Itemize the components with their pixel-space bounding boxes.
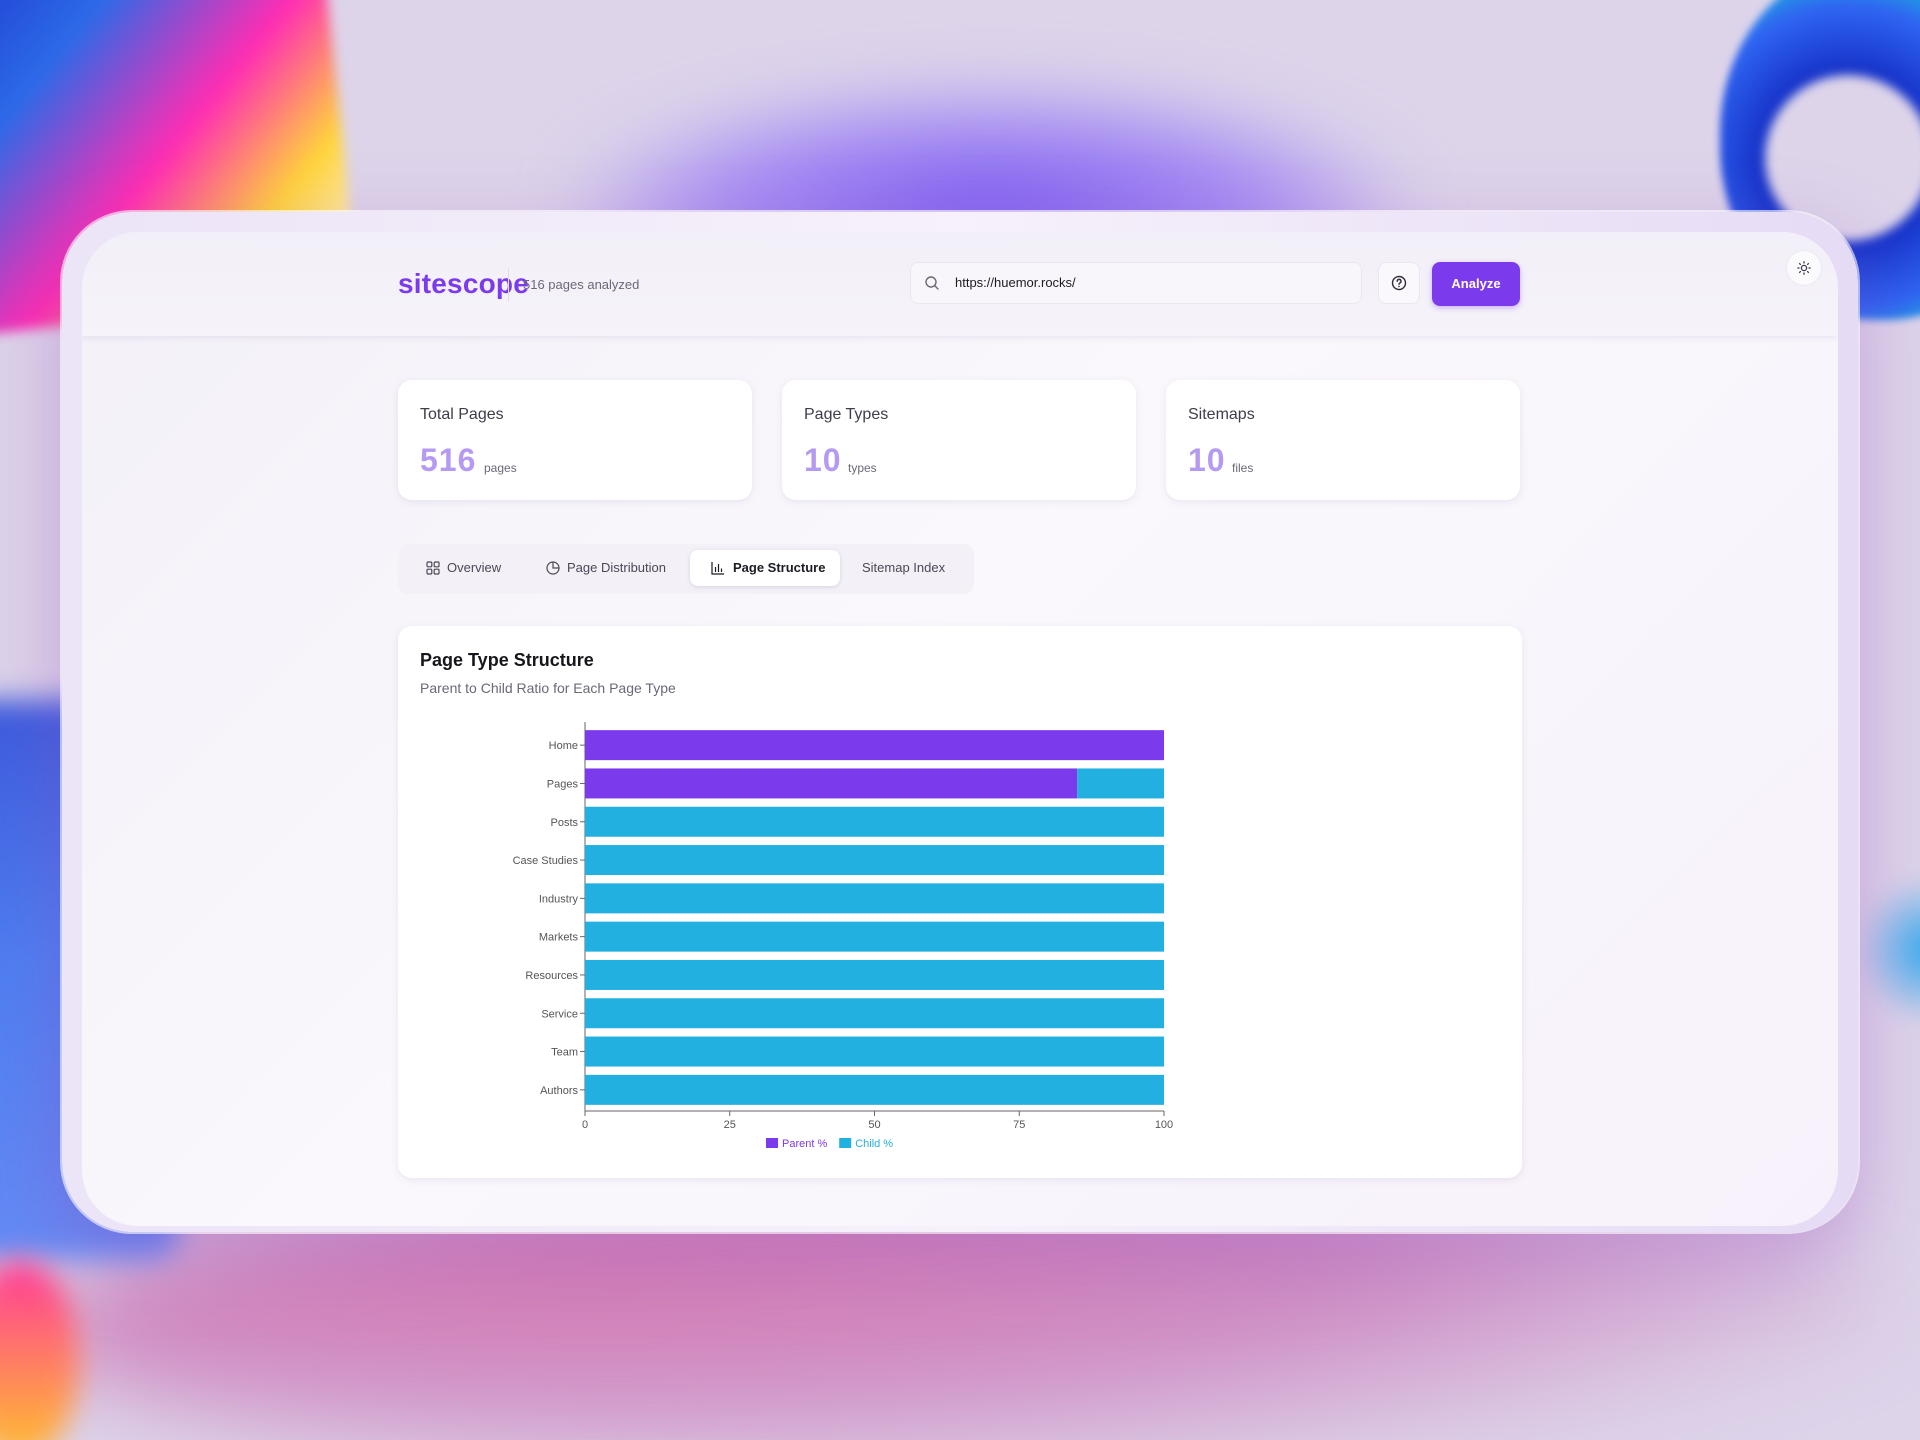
y-tick-label: Case Studies [513, 855, 579, 867]
y-tick-label: Pages [547, 778, 579, 790]
legend-label: Child % [855, 1138, 893, 1150]
bar-child-authors [585, 1074, 1164, 1105]
tab-label: Page Structure [733, 560, 826, 575]
tab-label: Sitemap Index [862, 560, 946, 575]
stat-card-page-types: Page Types 10 types [782, 380, 1136, 500]
stat-value: 516 [420, 442, 477, 478]
bar-parent-home [585, 730, 1164, 761]
tab-bar: Overview Page Distribution Page Structur… [398, 544, 974, 594]
url-search-field[interactable]: https://huemor.rocks/ [910, 262, 1362, 304]
help-circle-icon [1391, 275, 1407, 291]
y-tick-label: Authors [540, 1085, 578, 1097]
stat-unit: pages [484, 461, 517, 475]
chart-title: Page Type Structure [420, 650, 594, 670]
legend-label: Parent % [782, 1138, 827, 1150]
y-tick-label: Team [551, 1047, 578, 1059]
analyze-button[interactable]: Analyze [1432, 262, 1520, 306]
tab-label: Overview [447, 560, 502, 575]
chart-subtitle: Parent to Child Ratio for Each Page Type [420, 680, 676, 696]
stat-label: Total Pages [420, 406, 504, 423]
bar-child-posts [585, 806, 1164, 837]
stat-card-sitemaps: Sitemaps 10 files [1166, 380, 1520, 500]
x-tick-label: 50 [868, 1119, 880, 1131]
pie-chart-icon [546, 561, 560, 575]
grid-icon [426, 561, 440, 575]
decorative-shape [0, 1260, 80, 1440]
stat-label: Sitemaps [1188, 406, 1255, 423]
stacked-bar-chart: Home Pages Posts Case Studies Industry Market… [513, 722, 1173, 1150]
y-tick-label: Resources [525, 970, 578, 982]
brand-logo[interactable]: sitescope [398, 268, 529, 299]
stat-unit: types [848, 461, 877, 475]
url-input-value[interactable]: https://huemor.rocks/ [955, 275, 1076, 290]
y-tick-label: Home [549, 740, 578, 752]
tab-sitemap-index[interactable]: Sitemap Index [862, 550, 962, 586]
tab-page-distribution[interactable]: Page Distribution [546, 550, 686, 586]
y-tick-label: Service [541, 1008, 578, 1020]
legend-swatch [839, 1138, 852, 1148]
bar-child-resources [585, 959, 1164, 990]
tab-page-structure[interactable]: Page Structure [690, 550, 840, 586]
stat-label: Page Types [804, 406, 889, 423]
stat-value: 10 [1188, 442, 1226, 478]
sun-icon [1797, 261, 1811, 275]
app-window: sitescope 516 pages analyzed https://hue… [82, 232, 1838, 1226]
x-tick-label: 100 [1155, 1119, 1173, 1131]
x-tick-label: 75 [1013, 1119, 1025, 1131]
bar-child-markets [585, 921, 1164, 952]
pages-analyzed-label: 516 pages analyzed [508, 268, 639, 302]
search-icon [925, 276, 939, 290]
theme-toggle-button[interactable] [1786, 250, 1822, 286]
stat-unit: files [1232, 461, 1254, 475]
y-tick-label: Markets [539, 932, 579, 944]
help-button[interactable] [1378, 262, 1420, 304]
x-tick-label: 25 [724, 1119, 736, 1131]
x-tick-label: 0 [582, 1119, 588, 1131]
bar-child-industry [585, 883, 1164, 914]
bar-child-pages [1077, 768, 1164, 799]
y-tick-label: Posts [550, 817, 578, 829]
legend-swatch [766, 1138, 778, 1148]
stat-value: 10 [804, 442, 842, 478]
bar-child-case-studies [585, 845, 1164, 876]
page-structure-card: Page Type Structure Parent to Child Rati… [398, 626, 1522, 1178]
tab-label: Page Distribution [567, 560, 666, 575]
tab-overview[interactable]: Overview [426, 550, 522, 586]
stat-card-total-pages: Total Pages 516 pages [398, 380, 752, 500]
top-bar: sitescope 516 pages analyzed https://hue… [82, 232, 1838, 336]
bar-child-service [585, 998, 1164, 1029]
y-tick-label: Industry [539, 893, 579, 905]
decorative-shape [1860, 870, 1920, 1030]
bar-chart-icon [711, 562, 724, 575]
bar-parent-pages [585, 768, 1078, 799]
bar-child-team [585, 1036, 1164, 1067]
